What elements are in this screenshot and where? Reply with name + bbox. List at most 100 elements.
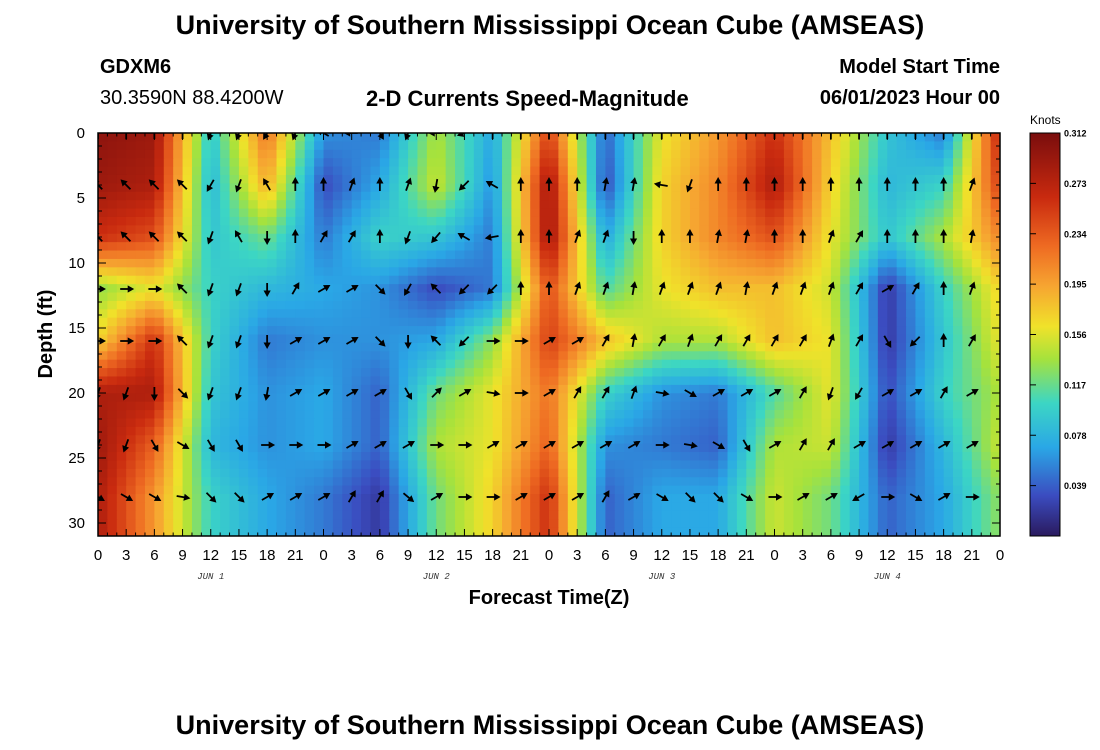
heat-cell [567,141,578,151]
heat-cell [765,200,776,210]
heat-cell [473,359,484,369]
heat-cell [492,300,503,310]
heat-cell [163,208,174,218]
heat-cell [492,267,503,277]
heat-cell [652,519,663,529]
heat-cell [765,275,776,285]
current-arrow [543,493,556,501]
heat-cell [483,510,494,520]
heat-cell [229,158,240,168]
heat-cell [971,275,982,285]
heat-cell [408,317,419,327]
heat-cell [107,166,118,176]
heat-cell [633,418,644,428]
heat-cell [408,326,419,336]
heat-cell [830,485,841,495]
heat-cell [370,309,381,319]
heat-cell [361,351,372,361]
heat-cell [802,502,813,512]
heat-cell [473,477,484,487]
heat-cell [426,258,437,268]
heat-cell [877,393,888,403]
heat-cell [577,141,588,151]
heat-cell [802,200,813,210]
heat-cell [332,225,343,235]
heat-cell [727,368,738,378]
heat-cell [812,384,823,394]
heat-cell [915,166,926,176]
heat-cell [652,368,663,378]
heat-cell [285,368,296,378]
heat-cell [671,267,682,277]
heat-cell [577,326,588,336]
heat-cell [126,351,137,361]
heat-cell [304,460,315,470]
heat-cell [144,494,155,504]
heat-cell [436,393,447,403]
heat-cell [285,351,296,361]
heat-cell [821,183,832,193]
heat-cell [107,426,118,436]
heat-cell [530,384,541,394]
heat-cell [755,426,766,436]
heat-cell [746,418,757,428]
heat-cell [539,485,550,495]
heat-cell [492,527,503,536]
heat-cell [624,326,635,336]
heat-cell [229,485,240,495]
heat-cell [285,510,296,520]
heat-cell [755,317,766,327]
heat-cell [896,510,907,520]
heat-cell [586,317,597,327]
heat-cell [699,326,710,336]
heat-cell [342,133,353,142]
heat-cell [821,242,832,252]
heat-cell [633,426,644,436]
heat-cell [774,200,785,210]
heat-cell [520,326,531,336]
heat-cell [887,174,898,184]
heat-cell [295,426,306,436]
heat-cell [868,216,879,226]
heat-cell [210,510,221,520]
heat-cell [661,393,672,403]
heat-cell [314,368,325,378]
heat-cell [248,418,259,428]
heat-cell [812,174,823,184]
heat-cell [990,384,1000,394]
heat-cell [492,435,503,445]
heat-cell [614,216,625,226]
heat-cell [614,258,625,268]
heat-cell [896,166,907,176]
heat-cell [285,384,296,394]
heat-cell [840,426,851,436]
heat-cell [511,300,522,310]
heat-cell [558,166,569,176]
heat-cell [962,292,973,302]
heat-cell [464,309,475,319]
heat-cell [877,401,888,411]
heat-cell [182,376,193,386]
heat-cell [765,166,776,176]
heat-cell [614,133,625,142]
heat-cell [135,485,146,495]
heat-cell [220,368,231,378]
heat-cell [351,351,362,361]
heat-cell [924,393,935,403]
current-arrow [317,441,332,449]
heat-cell [154,200,165,210]
heat-cell [736,460,747,470]
heat-cell [220,510,231,520]
current-arrow [574,281,582,295]
heat-cell [793,510,804,520]
heat-cell [492,334,503,344]
heat-cell [981,309,992,319]
heat-cell [549,510,559,520]
heat-cell [840,275,851,285]
heat-cell [577,477,588,487]
heat-cell [765,334,776,344]
heat-cell [473,368,484,378]
heat-cell [511,485,522,495]
heat-cell [680,435,691,445]
current-arrow [235,335,242,349]
